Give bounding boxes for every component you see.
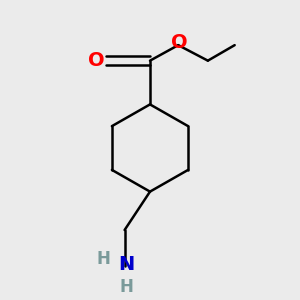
Text: H: H <box>97 250 110 268</box>
Text: N: N <box>118 255 134 274</box>
Text: H: H <box>119 278 133 296</box>
Text: O: O <box>171 33 188 52</box>
Text: O: O <box>88 51 105 70</box>
